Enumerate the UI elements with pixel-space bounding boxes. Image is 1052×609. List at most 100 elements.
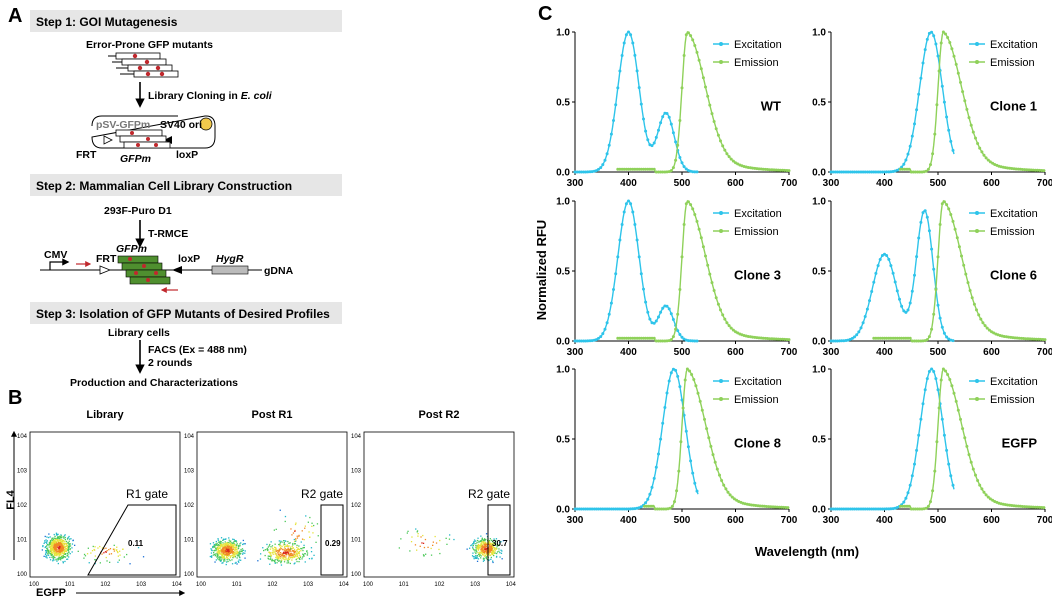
emission-point (909, 170, 913, 174)
gene-label-2: GFPm (116, 243, 147, 255)
excitation-point (932, 370, 936, 373)
flow-event (283, 556, 285, 559)
flow-event (67, 554, 69, 556)
excitation-point (607, 507, 611, 511)
flow-event (470, 544, 472, 547)
flow-event (220, 537, 223, 539)
flow-event (425, 553, 427, 555)
plasmid-diagram (91, 115, 216, 149)
flow-event (279, 545, 281, 547)
excitation-point (654, 319, 658, 323)
flow-event (62, 562, 64, 564)
flow-event (57, 558, 59, 560)
panel-label-a: A (8, 5, 22, 27)
emission-point (620, 167, 624, 171)
flow-event (56, 544, 58, 546)
excitation-point (840, 170, 844, 174)
emission-point (695, 50, 699, 54)
flow-event (484, 548, 487, 551)
flow-event (297, 551, 299, 554)
mutant-strands (108, 52, 179, 78)
flow-event (47, 553, 49, 555)
flow-event (280, 540, 282, 542)
x-tick-label: 500 (930, 347, 947, 358)
excitation-point (661, 421, 665, 425)
emission-point (709, 444, 713, 448)
flow-event (476, 539, 479, 542)
emission-point (696, 391, 700, 395)
flow-event (267, 549, 269, 552)
emission-point (710, 112, 714, 116)
flow-event (47, 544, 49, 546)
excitation-point (874, 170, 878, 174)
flow-event (51, 556, 53, 558)
flow-event (293, 552, 295, 554)
flow-event (276, 555, 278, 557)
flow-event (45, 539, 47, 541)
excitation-point (603, 507, 607, 511)
flow-event (423, 546, 426, 549)
excitation-point (842, 507, 846, 511)
excitation-point (857, 170, 861, 174)
emission-point (889, 336, 893, 340)
emission-point (1025, 168, 1029, 172)
flow-event (430, 547, 432, 550)
flow-event (286, 544, 288, 546)
excitation-point (637, 86, 641, 90)
flow-event (217, 554, 219, 557)
emission-point (648, 167, 652, 171)
excitation-point (951, 148, 955, 152)
emission-point (938, 223, 942, 226)
flow-event (232, 548, 235, 550)
flow-event (310, 547, 313, 549)
emission-point (680, 86, 684, 90)
flow-event (45, 550, 47, 552)
flow-event (44, 540, 46, 542)
emission-point (677, 469, 681, 473)
flow-event (237, 545, 240, 548)
excitation-point (601, 163, 605, 167)
flow-event (105, 547, 107, 549)
panel-title: Clone 6 (990, 267, 1037, 282)
gate-percent: 30.7 (492, 539, 508, 548)
flow-event (62, 561, 64, 563)
flow-event (288, 553, 290, 556)
flow-event (304, 525, 306, 527)
excitation-point (622, 507, 626, 511)
excitation-point (850, 170, 854, 174)
y-tick-label: 1.0 (812, 28, 826, 39)
flow-event (476, 551, 478, 553)
flow-event (50, 550, 52, 553)
frt-label-1: FRT (76, 149, 97, 161)
x-tick-label: 400 (620, 515, 637, 526)
flow-event (312, 532, 314, 534)
flow-event (223, 546, 225, 549)
flow-event (274, 551, 276, 553)
flow-event (220, 550, 222, 552)
flow-event (83, 553, 86, 556)
flow-event (230, 548, 232, 550)
excitation-point (618, 238, 622, 242)
excitation-point (622, 210, 626, 214)
emission-point (1006, 503, 1009, 507)
flow-event (228, 548, 230, 551)
flow-event (484, 543, 486, 545)
x-tick-label: 300 (823, 178, 840, 189)
flow-event (232, 545, 234, 548)
flow-event (278, 543, 280, 546)
flow-event (266, 547, 268, 550)
flow-event (55, 544, 57, 546)
flow-event (309, 536, 311, 538)
flow-event (475, 552, 477, 555)
flow-event (496, 551, 499, 553)
flow-event (213, 553, 216, 556)
flow-x-tick: 104 (339, 582, 350, 588)
emission-point (706, 263, 710, 267)
flow-event (485, 551, 487, 553)
flow-event (476, 557, 478, 559)
emission-point (953, 227, 957, 231)
excitation-point (927, 370, 931, 373)
emission-point (935, 103, 939, 107)
emission-point (929, 500, 932, 504)
flow-event (216, 556, 218, 558)
